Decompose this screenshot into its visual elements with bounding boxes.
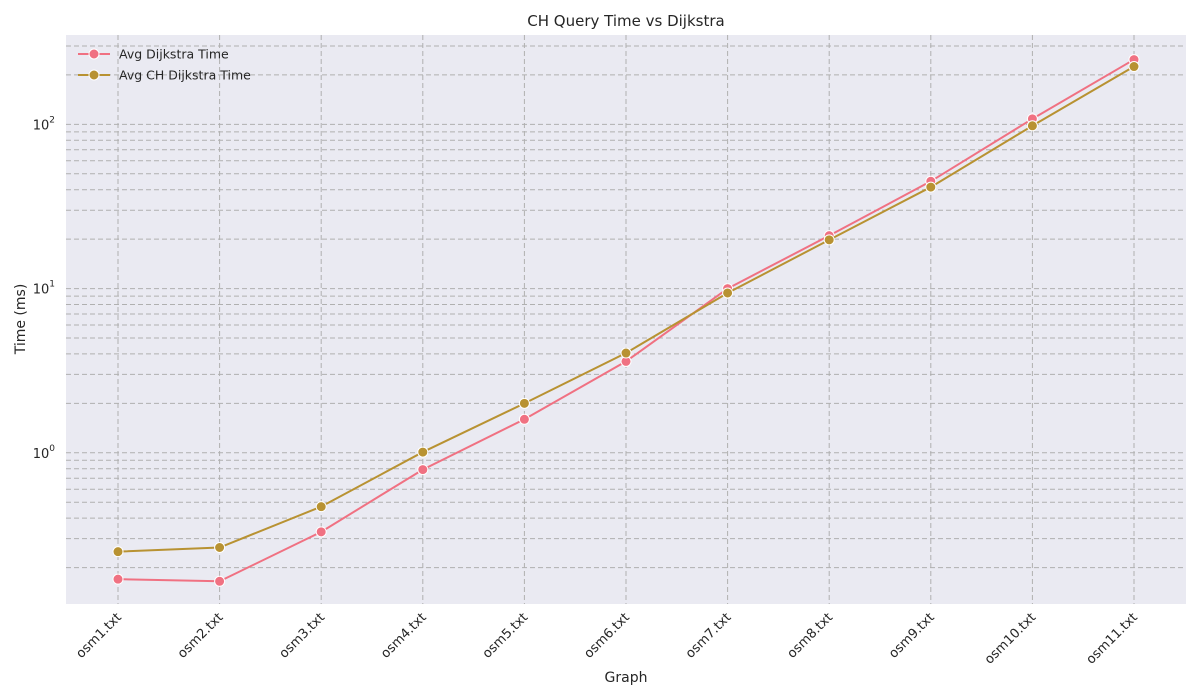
- series-layer: [112, 54, 1140, 587]
- x-tick-label: osm6.txt: [581, 610, 632, 661]
- data-point: [112, 573, 124, 585]
- legend: Avg Dijkstra Time Avg CH Dijkstra Time: [78, 47, 251, 83]
- legend-marker: [88, 48, 100, 60]
- x-tick-label: osm5.txt: [480, 610, 531, 661]
- y-tick-label: 100: [33, 444, 56, 462]
- x-tick-label: osm3.txt: [277, 610, 328, 661]
- x-tick-label: osm9.txt: [886, 610, 937, 661]
- data-point: [214, 541, 226, 553]
- x-tick-label: osm1.txt: [73, 610, 124, 661]
- x-tick-label: osm11.txt: [1084, 610, 1141, 667]
- data-point: [518, 397, 530, 409]
- y-axis-label: Time (ms): [13, 284, 29, 356]
- data-point: [1128, 61, 1140, 73]
- chart-title: CH Query Time vs Dijkstra: [527, 12, 724, 30]
- data-point: [417, 464, 429, 476]
- data-point: [417, 446, 429, 458]
- x-tick-label: osm7.txt: [683, 610, 734, 661]
- legend-item: Avg Dijkstra Time: [78, 47, 229, 62]
- legend-label: Avg CH Dijkstra Time: [119, 68, 251, 83]
- data-point: [518, 413, 530, 425]
- data-point: [112, 546, 124, 558]
- data-point: [722, 287, 734, 299]
- legend-label: Avg Dijkstra Time: [119, 47, 229, 62]
- x-tick-label: osm2.txt: [175, 610, 226, 661]
- data-point: [315, 501, 327, 513]
- x-axis-label: Graph: [605, 670, 648, 686]
- data-point: [1026, 120, 1038, 132]
- data-point: [823, 234, 835, 246]
- data-point: [214, 575, 226, 587]
- data-point: [620, 347, 632, 359]
- data-point: [315, 526, 327, 538]
- grid-lines: [66, 35, 1186, 604]
- x-tick-label: osm4.txt: [378, 610, 429, 661]
- data-point: [925, 181, 937, 193]
- legend-marker: [88, 69, 100, 81]
- y-tick-label: 101: [33, 280, 55, 298]
- y-tick-label: 102: [33, 115, 55, 133]
- series-2: [112, 61, 1140, 558]
- x-tick-label: osm8.txt: [785, 610, 836, 661]
- x-tick-label: osm10.txt: [982, 610, 1039, 667]
- legend-item: Avg CH Dijkstra Time: [78, 68, 251, 83]
